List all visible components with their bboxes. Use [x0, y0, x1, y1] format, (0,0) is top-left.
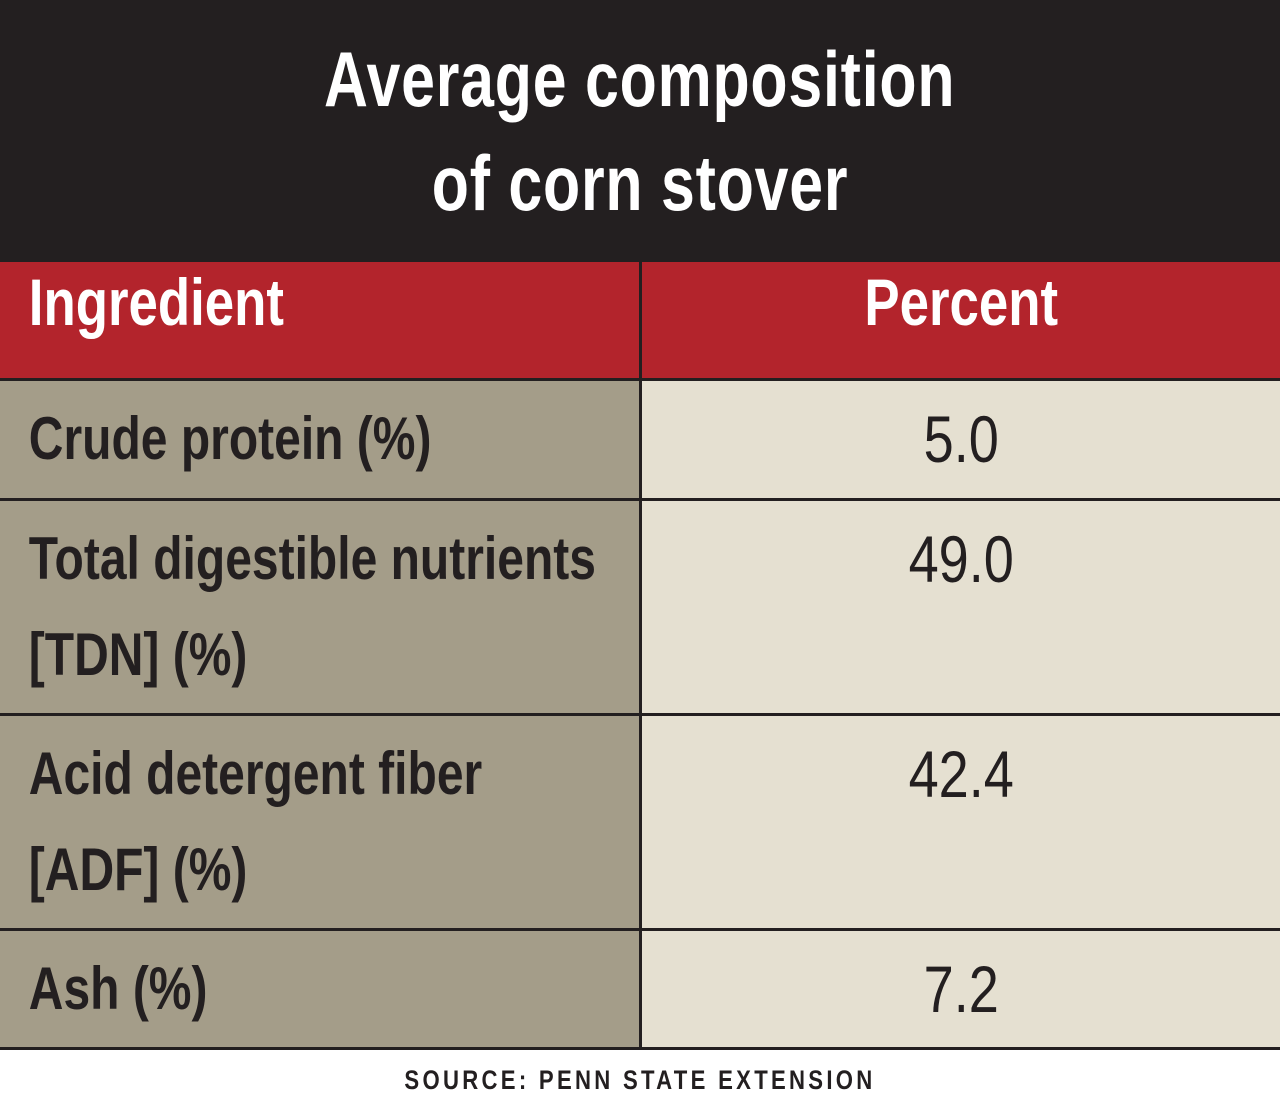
percent-cell: 5.0	[638, 377, 1280, 501]
column-header-ingredient: Ingredient	[0, 262, 642, 381]
ingredient-label: Acid detergent fiber [ADF] (%)	[28, 739, 483, 903]
title-bar: Average composition of corn stover	[0, 0, 1280, 262]
title-line-1: Average composition	[324, 35, 956, 123]
ingredient-label: Total digestible nutrients [TDN] (%)	[28, 524, 596, 688]
source-credit: SOURCE: PENN STATE EXTENSION	[404, 1065, 876, 1095]
percent-cell: 7.2	[638, 927, 1280, 1050]
percent-value: 5.0	[923, 401, 999, 476]
percent-cell: 42.4	[638, 712, 1280, 931]
title-line-2: of corn stover	[431, 139, 849, 227]
column-header-percent-label: Percent	[863, 265, 1058, 339]
column-header-ingredient-label: Ingredient	[28, 265, 285, 339]
table-header-row: Ingredient Percent	[0, 262, 1280, 381]
percent-value: 49.0	[908, 521, 1014, 596]
percent-cell: 49.0	[638, 497, 1280, 716]
ingredient-cell: Total digestible nutrients [TDN] (%)	[0, 497, 642, 716]
percent-value: 42.4	[908, 736, 1014, 811]
ingredient-cell: Ash (%)	[0, 927, 642, 1050]
table-row: Acid detergent fiber [ADF] (%) 42.4	[0, 712, 1280, 931]
composition-table: Ingredient Percent Crude protein (%) 5.0…	[0, 262, 1280, 1050]
table-row: Crude protein (%) 5.0	[0, 377, 1280, 501]
ingredient-label: Ash (%)	[28, 954, 208, 1022]
ingredient-cell: Crude protein (%)	[0, 377, 642, 501]
table-row: Ash (%) 7.2	[0, 927, 1280, 1050]
table-row: Total digestible nutrients [TDN] (%) 49.…	[0, 497, 1280, 716]
percent-value: 7.2	[923, 951, 999, 1026]
column-header-percent: Percent	[638, 262, 1280, 381]
ingredient-label: Crude protein (%)	[28, 404, 432, 472]
ingredient-cell: Acid detergent fiber [ADF] (%)	[0, 712, 642, 931]
